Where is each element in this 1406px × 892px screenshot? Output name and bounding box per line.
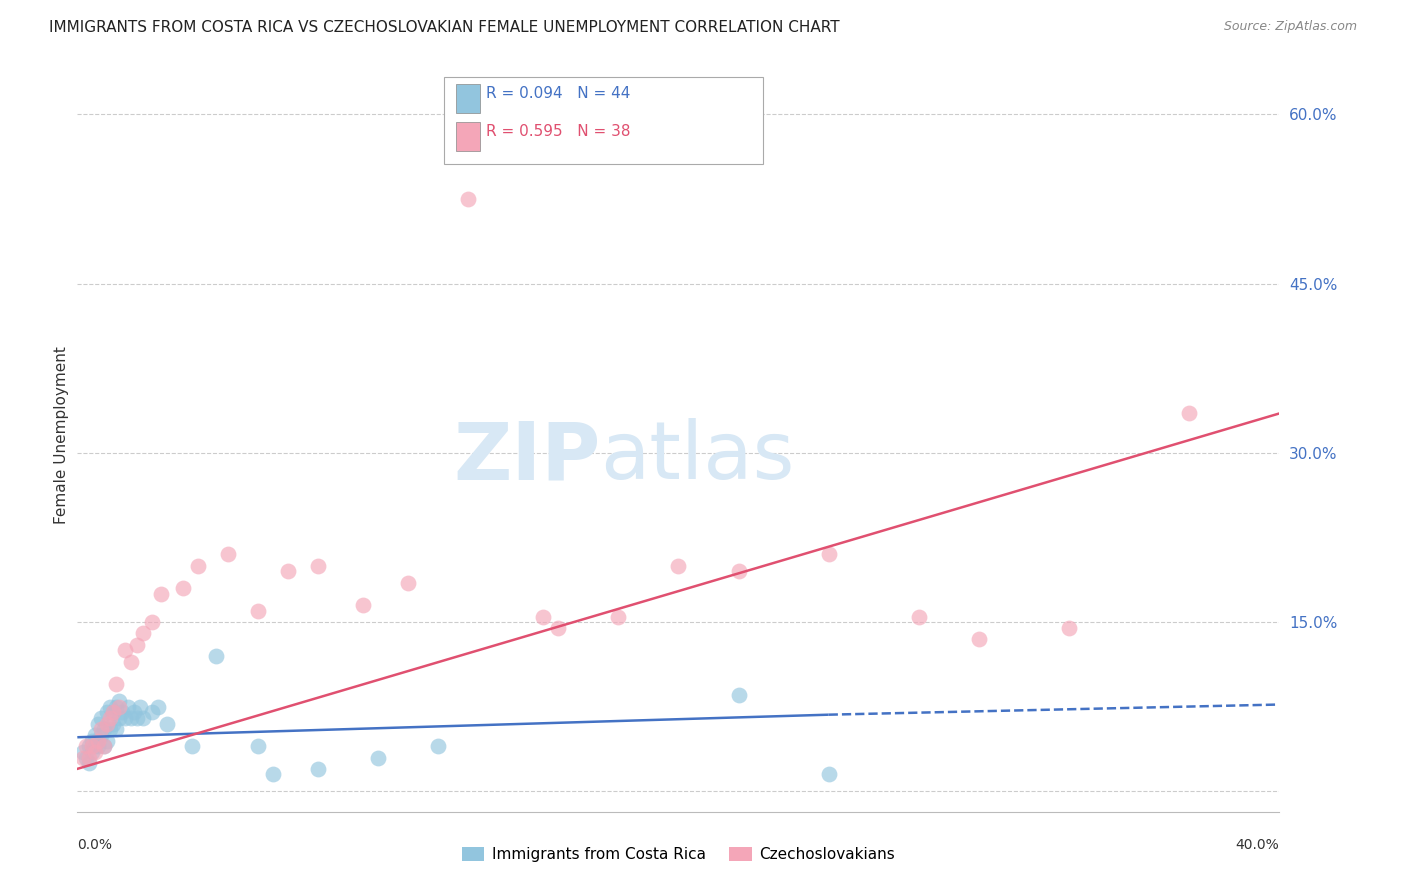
Point <box>84 739 107 754</box>
Point <box>1178 406 1201 420</box>
Point <box>367 750 389 764</box>
Point <box>79 756 101 771</box>
Text: R = 0.094   N = 44: R = 0.094 N = 44 <box>486 86 630 101</box>
Point <box>105 723 128 737</box>
Point <box>427 739 450 754</box>
Point <box>82 745 104 759</box>
Point <box>100 711 122 725</box>
Point <box>103 706 125 720</box>
Point <box>277 565 299 579</box>
Point <box>607 609 630 624</box>
Point <box>93 739 115 754</box>
Point <box>105 677 128 691</box>
Point <box>1057 621 1080 635</box>
Point <box>307 762 329 776</box>
Point <box>817 767 839 781</box>
Point <box>148 699 170 714</box>
Y-axis label: Female Unemployment: Female Unemployment <box>53 346 69 524</box>
Point <box>132 711 155 725</box>
Point <box>127 638 149 652</box>
Point <box>114 711 136 725</box>
Point <box>105 699 128 714</box>
Point <box>727 565 749 579</box>
Bar <box>456 122 479 151</box>
Point <box>108 711 131 725</box>
Point <box>82 733 104 747</box>
Text: 40.0%: 40.0% <box>1236 838 1279 852</box>
Point <box>90 723 112 737</box>
Point <box>114 643 136 657</box>
Point <box>457 192 479 206</box>
Point <box>87 733 110 747</box>
Point <box>668 558 690 573</box>
Point <box>75 750 97 764</box>
Point <box>246 739 269 754</box>
Point <box>352 599 374 613</box>
Point <box>396 575 419 590</box>
Point <box>908 609 931 624</box>
Point <box>111 706 134 720</box>
Point <box>103 716 125 731</box>
Point <box>84 745 107 759</box>
Point <box>150 587 173 601</box>
Point <box>82 739 104 754</box>
Point <box>531 609 554 624</box>
Point <box>967 632 990 646</box>
FancyBboxPatch shape <box>444 77 762 163</box>
Point <box>96 733 118 747</box>
Point <box>127 711 149 725</box>
Point <box>129 699 152 714</box>
Point <box>108 694 131 708</box>
Point <box>87 716 110 731</box>
Point <box>90 711 112 725</box>
Text: 0.0%: 0.0% <box>77 838 112 852</box>
Point <box>87 739 110 754</box>
Point <box>204 648 226 663</box>
Point <box>72 750 94 764</box>
Point <box>79 750 101 764</box>
Point <box>156 716 179 731</box>
Point <box>262 767 284 781</box>
Point <box>100 723 122 737</box>
Point <box>180 739 202 754</box>
Point <box>132 626 155 640</box>
Text: IMMIGRANTS FROM COSTA RICA VS CZECHOSLOVAKIAN FEMALE UNEMPLOYMENT CORRELATION CH: IMMIGRANTS FROM COSTA RICA VS CZECHOSLOV… <box>49 20 839 35</box>
Point <box>96 706 118 720</box>
Point <box>84 728 107 742</box>
Point <box>217 548 239 562</box>
Point <box>727 689 749 703</box>
Point <box>108 699 131 714</box>
Legend: Immigrants from Costa Rica, Czechoslovakians: Immigrants from Costa Rica, Czechoslovak… <box>456 841 901 868</box>
Text: Source: ZipAtlas.com: Source: ZipAtlas.com <box>1223 20 1357 33</box>
Point <box>124 706 146 720</box>
Point <box>141 706 163 720</box>
Point <box>120 711 142 725</box>
Point <box>75 739 97 754</box>
Point <box>187 558 209 573</box>
Point <box>817 548 839 562</box>
Point <box>141 615 163 629</box>
Point <box>72 745 94 759</box>
Point <box>100 699 122 714</box>
Point <box>93 723 115 737</box>
Point <box>93 739 115 754</box>
Point <box>246 604 269 618</box>
Text: ZIP: ZIP <box>453 418 600 497</box>
Text: atlas: atlas <box>600 418 794 497</box>
Point <box>120 655 142 669</box>
Bar <box>456 85 479 113</box>
Point <box>103 706 125 720</box>
Point <box>117 699 139 714</box>
Point <box>172 582 194 596</box>
Point <box>96 716 118 731</box>
Point <box>307 558 329 573</box>
Point <box>547 621 569 635</box>
Point <box>90 728 112 742</box>
Text: R = 0.595   N = 38: R = 0.595 N = 38 <box>486 124 630 138</box>
Point <box>79 739 101 754</box>
